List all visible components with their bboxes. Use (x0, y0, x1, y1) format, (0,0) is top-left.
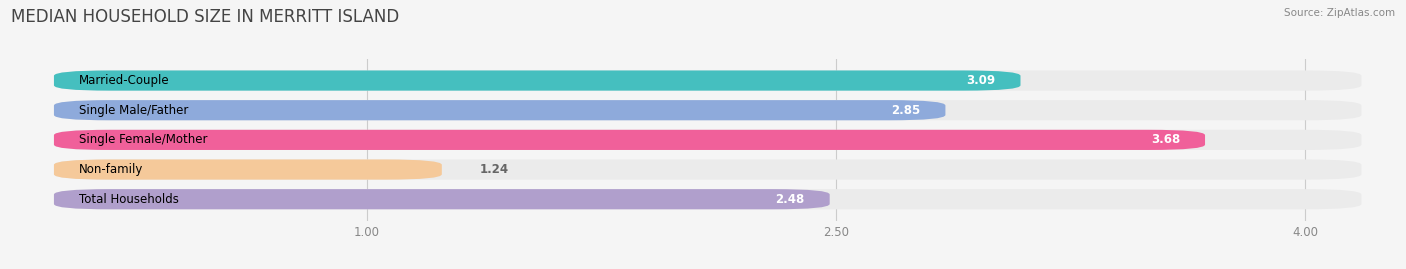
FancyBboxPatch shape (53, 70, 1361, 91)
Text: 3.68: 3.68 (1150, 133, 1180, 146)
Text: Total Households: Total Households (79, 193, 179, 206)
Text: Single Male/Father: Single Male/Father (79, 104, 188, 117)
Text: 1.24: 1.24 (479, 163, 509, 176)
FancyBboxPatch shape (53, 100, 1361, 120)
FancyBboxPatch shape (53, 130, 1361, 150)
FancyBboxPatch shape (53, 160, 441, 180)
Text: 2.85: 2.85 (891, 104, 921, 117)
FancyBboxPatch shape (53, 160, 1361, 180)
Text: Source: ZipAtlas.com: Source: ZipAtlas.com (1284, 8, 1395, 18)
Text: 2.48: 2.48 (775, 193, 804, 206)
FancyBboxPatch shape (53, 130, 1205, 150)
FancyBboxPatch shape (53, 189, 830, 209)
Text: Married-Couple: Married-Couple (79, 74, 170, 87)
FancyBboxPatch shape (53, 100, 945, 120)
FancyBboxPatch shape (53, 189, 1361, 209)
Text: Single Female/Mother: Single Female/Mother (79, 133, 208, 146)
Text: MEDIAN HOUSEHOLD SIZE IN MERRITT ISLAND: MEDIAN HOUSEHOLD SIZE IN MERRITT ISLAND (11, 8, 399, 26)
Text: Non-family: Non-family (79, 163, 143, 176)
FancyBboxPatch shape (53, 70, 1021, 91)
Text: 3.09: 3.09 (966, 74, 995, 87)
